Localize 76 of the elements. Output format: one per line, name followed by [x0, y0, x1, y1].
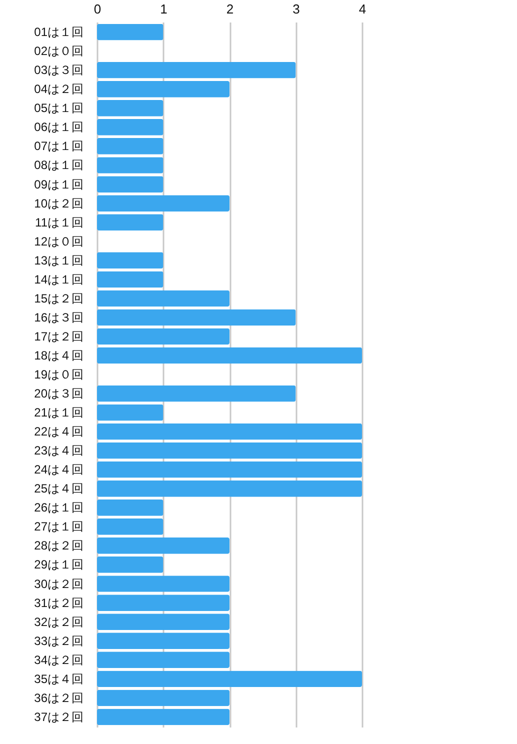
- y-tick-label: 25は４回: [34, 482, 84, 496]
- y-tick-label: 30は２回: [34, 576, 84, 591]
- bar: [97, 423, 362, 440]
- y-tick-label: 13は１回: [34, 253, 84, 268]
- y-tick-label: 31は２回: [34, 596, 84, 610]
- y-tick-label: 17は２回: [34, 329, 84, 344]
- y-tick-label: 27は１回: [34, 520, 84, 534]
- y-tick-label: 16は３回: [34, 310, 84, 324]
- y-tick-label: 02は０回: [34, 44, 84, 58]
- bar: [97, 100, 164, 116]
- y-tick-label: 36は２回: [34, 690, 84, 705]
- bar: [97, 62, 296, 78]
- bar: [97, 690, 230, 706]
- y-tick-label: 33は２回: [34, 634, 84, 648]
- bar: [97, 176, 164, 192]
- bar: [97, 138, 164, 154]
- y-tick-label: 35は４回: [34, 672, 84, 686]
- bar: [97, 632, 230, 650]
- y-tick-label: 09は１回: [34, 177, 84, 192]
- y-tick-label: 28は２回: [34, 538, 84, 553]
- bar: [97, 594, 230, 611]
- bar: [97, 385, 296, 402]
- x-tick-label: 4: [358, 2, 366, 16]
- bar: [97, 328, 230, 345]
- bar: [97, 157, 164, 174]
- bar: [97, 576, 230, 592]
- y-tick-label: 26は１回: [34, 500, 84, 515]
- bar: [97, 195, 230, 212]
- bar: [97, 347, 362, 364]
- bar: [97, 252, 164, 269]
- bar: [97, 442, 362, 459]
- bar: [97, 480, 362, 497]
- bar: [97, 290, 230, 307]
- bar: [97, 404, 164, 421]
- y-tick-label: 01は１回: [34, 25, 84, 40]
- y-tick-label: 23は４回: [34, 444, 84, 458]
- bar: [97, 652, 230, 668]
- y-tick-label: 15は２回: [34, 291, 84, 306]
- bar: [97, 614, 230, 630]
- x-tick-label: 1: [160, 2, 168, 16]
- y-tick-label: 34は２回: [34, 652, 84, 667]
- x-tick-label: 2: [226, 2, 234, 16]
- y-tick-label: 12は０回: [34, 234, 84, 248]
- y-tick-label: 08は１回: [34, 158, 84, 172]
- bar: [97, 499, 164, 516]
- y-tick-label: 11は１回: [35, 215, 84, 230]
- bar: [97, 518, 164, 535]
- y-tick-label: 20は３回: [34, 386, 84, 401]
- y-tick-label: 32は２回: [34, 614, 84, 629]
- y-tick-label: 18は４回: [34, 348, 84, 362]
- x-tick-label: 3: [292, 2, 300, 16]
- y-tick-label: 37は２回: [34, 710, 84, 724]
- y-tick-label: 24は４回: [34, 462, 84, 477]
- bar: [97, 670, 362, 688]
- y-tick-label: 19は０回: [34, 368, 84, 382]
- bar: [97, 271, 164, 288]
- y-tick-label: 10は２回: [34, 196, 84, 210]
- y-tick-label: 21は１回: [34, 406, 84, 420]
- y-tick-label: 14は１回: [34, 272, 84, 286]
- y-tick-label: 29は１回: [34, 558, 84, 572]
- bar: [97, 80, 230, 98]
- bar: [97, 538, 230, 554]
- y-tick-label: 07は１回: [34, 139, 84, 154]
- bar: [97, 556, 164, 573]
- y-tick-label: 04は２回: [34, 82, 84, 96]
- x-tick-label: 0: [94, 2, 102, 16]
- y-tick-label: 05は１回: [34, 101, 84, 116]
- bar: [97, 309, 296, 326]
- y-tick-label: 06は１回: [34, 120, 84, 134]
- bar: [97, 24, 164, 40]
- bar: [97, 708, 230, 726]
- y-tick-label: 22は４回: [34, 424, 84, 439]
- y-tick-label: 03は３回: [34, 63, 84, 78]
- bar: [97, 119, 164, 136]
- bar: [97, 214, 164, 230]
- bar: [97, 461, 362, 478]
